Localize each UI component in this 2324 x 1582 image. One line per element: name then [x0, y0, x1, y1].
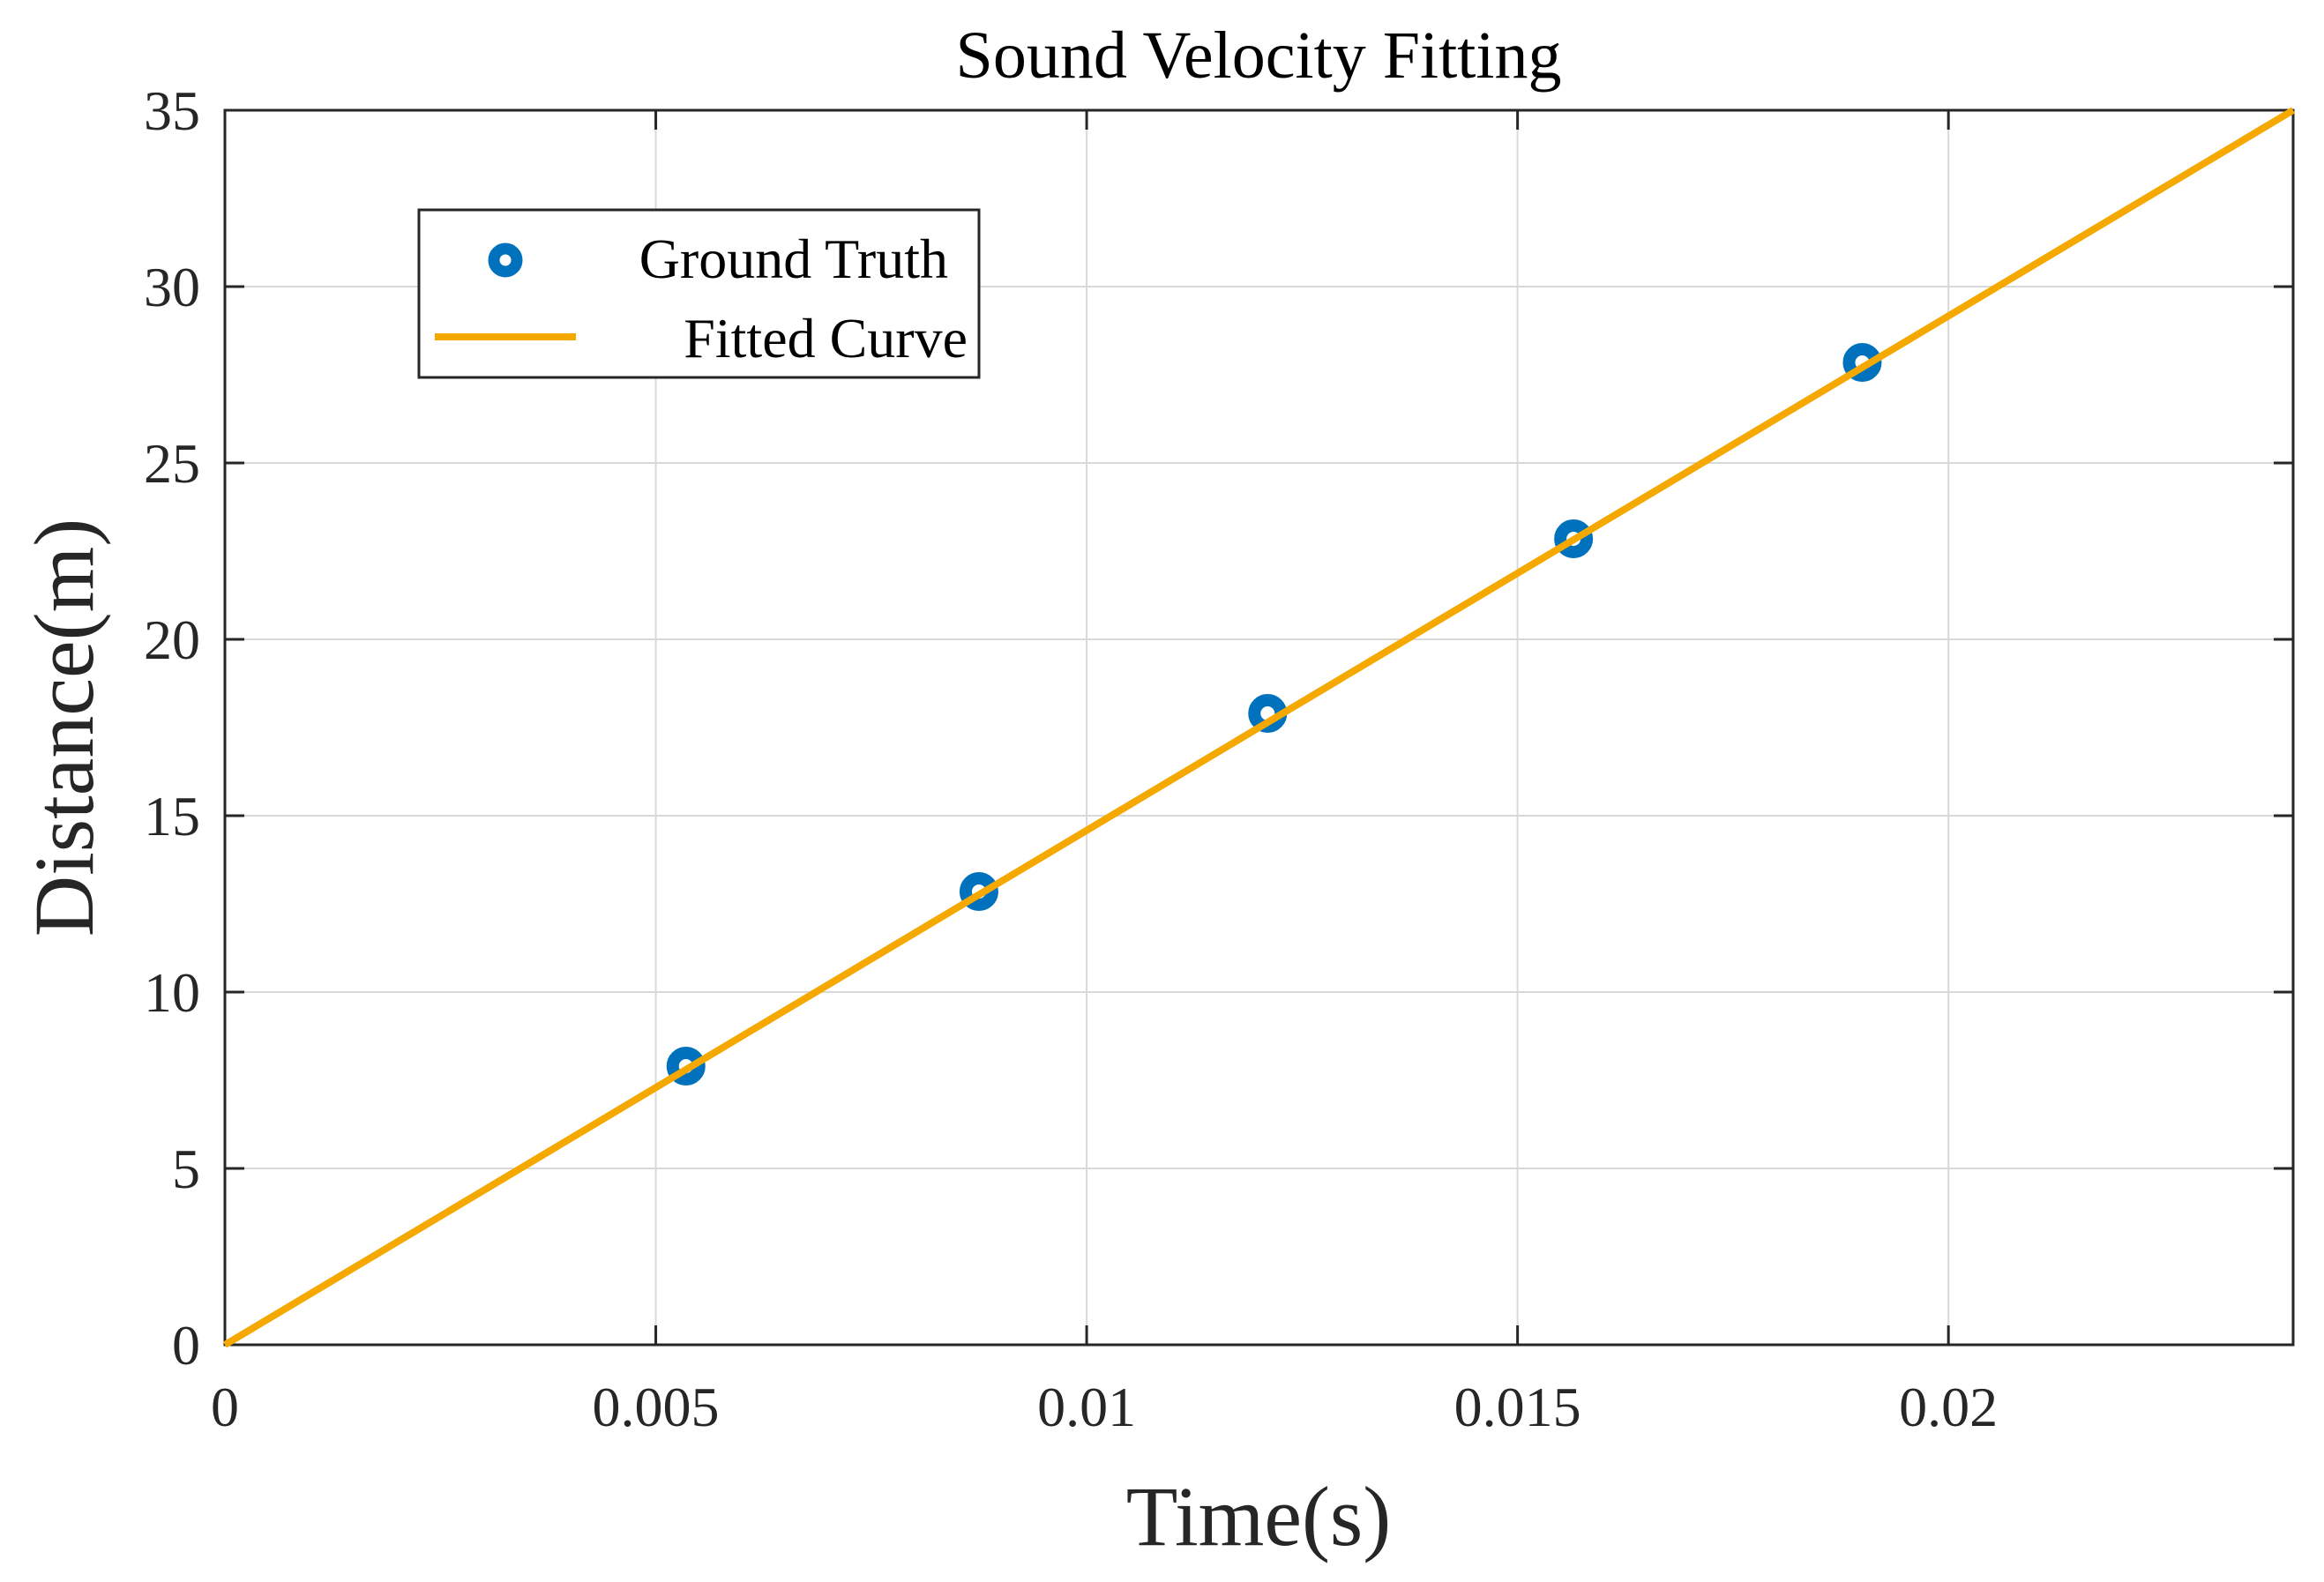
y-tick-label: 15: [144, 785, 200, 847]
plot-area-frame: [223, 108, 2295, 1347]
x-axis-title: Time(s): [1126, 1469, 1392, 1563]
y-tick-label: 10: [144, 961, 200, 1024]
x-tick-label: 0.02: [1899, 1376, 1998, 1438]
ground-truth-point: [1554, 519, 1594, 558]
x-tick-label: 0.005: [593, 1376, 720, 1438]
grid-lines: [225, 110, 2293, 1345]
ground-truth-point: [959, 872, 998, 911]
legend-marker-ground-truth: [488, 243, 523, 278]
y-tick-label: 5: [172, 1138, 200, 1200]
tick-labels: 0 0.005 0.01 0.015 0.02 0 5 10 15 20 25 30 35: [144, 79, 1998, 1438]
legend-label-fitted-curve: Fitted Curve: [684, 307, 968, 369]
x-tick-label: 0.015: [1454, 1376, 1581, 1438]
x-tick-label: 0.01: [1037, 1376, 1136, 1438]
chart-title: Sound Velocity Fitting: [956, 19, 1562, 93]
x-tick-label: 0: [211, 1376, 239, 1438]
fitted-curve-line: [222, 107, 2296, 1348]
y-axis-title: Distance(m): [17, 519, 111, 937]
y-tick-label: 20: [144, 608, 200, 671]
y-tick-label: 25: [144, 432, 200, 495]
ground-truth-point: [666, 1047, 706, 1086]
series-layer: [222, 107, 2296, 1348]
legend-label-ground-truth: Ground Truth: [639, 228, 948, 290]
y-tick-label: 35: [144, 79, 200, 142]
legend-box: [417, 208, 981, 379]
y-tick-label: 30: [144, 256, 200, 318]
y-tick-label: 0: [172, 1314, 200, 1377]
legend: Ground Truth Fitted Curve: [417, 208, 981, 379]
